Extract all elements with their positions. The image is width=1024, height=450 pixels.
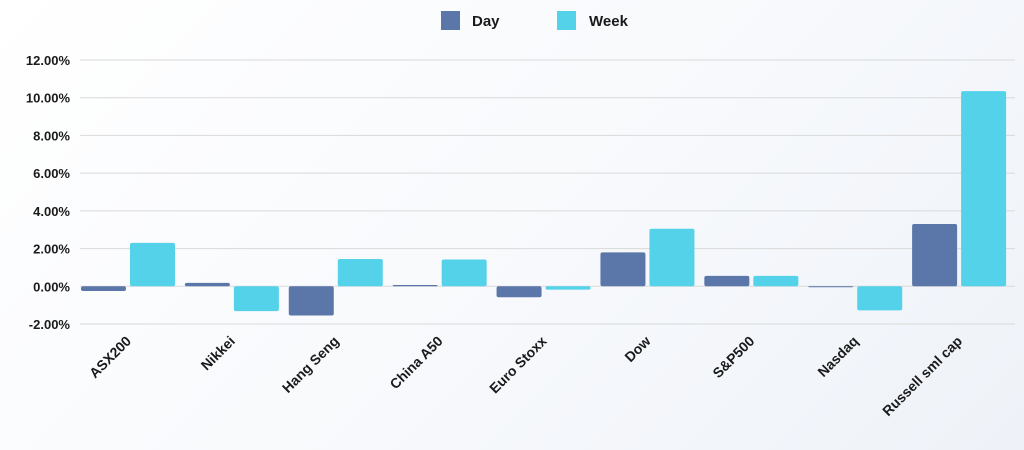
x-category-label: China A50 bbox=[386, 333, 446, 393]
bar-week-7 bbox=[857, 286, 903, 311]
x-category-label: Dow bbox=[621, 333, 653, 365]
x-category-label: Hang Seng bbox=[279, 333, 342, 396]
y-tick-label: 8.00% bbox=[33, 128, 70, 143]
bar-day-2 bbox=[288, 286, 334, 316]
bar-week-5 bbox=[649, 228, 695, 287]
bar-week-2 bbox=[337, 258, 383, 287]
x-category-label: Nasdaq bbox=[814, 333, 861, 380]
x-category-label: S&P500 bbox=[709, 333, 757, 381]
legend-label-week: Week bbox=[589, 13, 629, 30]
bar-week-6 bbox=[753, 275, 799, 287]
bar-day-1 bbox=[184, 282, 230, 287]
y-tick-label: 10.00% bbox=[26, 91, 71, 106]
bar-week-4 bbox=[545, 286, 591, 290]
bar-day-4 bbox=[496, 286, 542, 298]
legend: Day Week bbox=[441, 11, 629, 30]
bar-day-7 bbox=[808, 286, 854, 288]
bar-week-8 bbox=[961, 91, 1007, 287]
x-axis-category-labels: ASX200 Nikkei Hang Seng China A50 Euro Stoxx… bbox=[86, 333, 965, 419]
x-category-label: Russell sml cap bbox=[879, 333, 965, 419]
bar-day-6 bbox=[704, 275, 750, 287]
y-tick-label: 12.00% bbox=[26, 53, 71, 68]
y-tick-label: 2.00% bbox=[33, 242, 70, 257]
y-axis-tick-labels: -2.00% 0.00% 2.00% 4.00% 6.00% 8.00% 10.00% 12.… bbox=[26, 53, 71, 332]
legend-label-day: Day bbox=[472, 13, 500, 30]
gridlines bbox=[80, 59, 1015, 325]
bar-day-3 bbox=[392, 284, 438, 287]
y-tick-label: 4.00% bbox=[33, 204, 70, 219]
y-tick-label: 0.00% bbox=[33, 279, 70, 294]
bar-day-8 bbox=[912, 224, 958, 287]
bar-day-0 bbox=[81, 286, 126, 291]
y-tick-label: 6.00% bbox=[33, 166, 70, 181]
x-category-label: ASX200 bbox=[86, 333, 134, 381]
legend-swatch-day bbox=[441, 11, 460, 30]
bar-day-5 bbox=[600, 252, 646, 287]
bars bbox=[81, 91, 1007, 316]
bar-week-3 bbox=[441, 259, 487, 287]
y-tick-label: -2.00% bbox=[29, 317, 71, 332]
bar-week-0 bbox=[130, 242, 175, 287]
bar-week-1 bbox=[233, 286, 279, 312]
x-category-label: Euro Stoxx bbox=[486, 333, 550, 397]
legend-swatch-week bbox=[557, 11, 576, 30]
x-category-label: Nikkei bbox=[198, 333, 238, 373]
